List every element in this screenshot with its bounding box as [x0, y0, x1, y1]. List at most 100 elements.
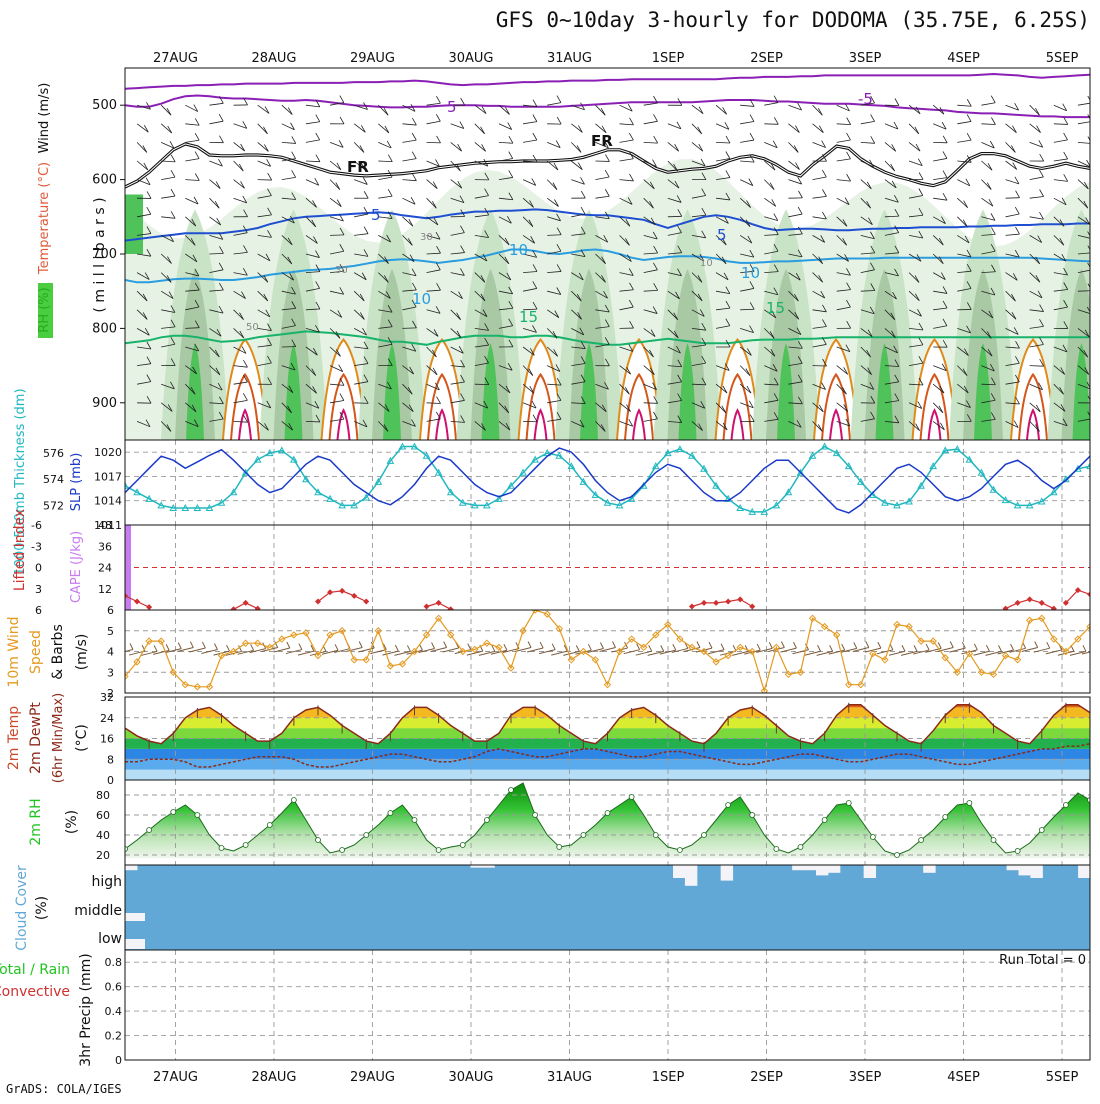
cloud-gap: [1078, 865, 1090, 878]
contour-label: 10: [700, 258, 713, 269]
ytick-precip: 0.6: [105, 981, 123, 994]
wind-barb-10m-flag: [468, 644, 471, 650]
wind-barb-10m-flag: [866, 642, 869, 648]
rh-point: [533, 813, 538, 818]
rh-point: [219, 846, 224, 851]
wind-barb-10m-flag: [781, 642, 784, 648]
wind-barb: [981, 384, 995, 385]
temp-band: [125, 770, 1090, 780]
cloud-gap: [1030, 865, 1042, 878]
rh-point: [436, 848, 441, 853]
wind-barb: [306, 421, 320, 422]
rh-point: [509, 788, 514, 793]
wind-barb-10m-flag: [1083, 645, 1086, 651]
rh-point: [653, 833, 658, 838]
rh-point: [267, 823, 272, 828]
axis-label-precip-total: Total / Rain: [0, 962, 70, 978]
wind-barb-10m-flag: [540, 642, 543, 648]
rh-point: [291, 798, 296, 803]
li-point: [737, 596, 743, 602]
cloud-label-high: high: [91, 874, 122, 890]
rh-point: [171, 810, 176, 815]
ytick-precip: 0: [115, 1054, 122, 1067]
ytick-wind: 4: [107, 646, 114, 659]
rh-point: [1039, 828, 1044, 833]
wind-barb-10m-flag: [1035, 642, 1038, 648]
rh-point: [1015, 849, 1020, 854]
wind-barb-10m-flag: [154, 645, 157, 651]
wind-barb-10m: [853, 648, 869, 652]
ytick-label: 500: [92, 98, 117, 113]
rh-point: [895, 853, 900, 858]
wind-barb-10m: [141, 651, 157, 655]
run-total: Run Total = 0: [999, 953, 1086, 968]
date-label-bottom: 30AUG: [448, 1070, 493, 1085]
date-label-top: 5SEP: [1046, 51, 1079, 66]
contour-label: 50: [246, 322, 259, 333]
temp-band: [125, 697, 1090, 707]
date-label-top: 1SEP: [652, 51, 685, 66]
rh-point: [967, 801, 972, 806]
axis-label-cloud-b: (%): [34, 896, 50, 920]
date-label-top: 3SEP: [849, 51, 882, 66]
wind-barb-10m-flag: [432, 643, 435, 649]
wind-barb-10m-flag: [335, 644, 338, 650]
contour-label: 30: [420, 232, 433, 243]
date-label-bottom: 29AUG: [350, 1070, 395, 1085]
wind-barb-10m-flag: [444, 642, 447, 648]
cloud-gap: [673, 865, 685, 878]
wind-barb-10m-flag: [721, 644, 724, 650]
axis-label-cape: CAPE (J/kg): [69, 531, 84, 603]
footer-credit: GrADS: COLA/IGES: [6, 1082, 122, 1096]
ytick-precip: 0.4: [105, 1005, 123, 1018]
rh-point: [460, 843, 465, 848]
axis-label-li: Lifted Index: [12, 509, 28, 591]
date-label-top: 30AUG: [448, 51, 493, 66]
cloud-gap: [804, 865, 816, 870]
series-Thickness: [125, 447, 1090, 512]
wind-barb-10m-flag: [757, 644, 760, 650]
ytick-precip: 0.8: [105, 956, 123, 969]
wind-barb-10m: [431, 648, 447, 652]
ytick-label: 900: [92, 396, 117, 411]
cloud-gap: [816, 865, 828, 875]
wind-barb-10m-flag: [504, 644, 507, 650]
cloud-gap: [864, 865, 876, 878]
li-plot: [122, 525, 1100, 612]
cloud-gap: [923, 865, 935, 873]
li-point: [725, 599, 731, 605]
wind-barb-10m: [624, 650, 640, 654]
contour-label: FR: [591, 132, 613, 150]
cloud-gap: [721, 865, 733, 881]
date-label-top: 4SEP: [947, 51, 980, 66]
contour-label: FR: [347, 158, 369, 176]
date-label-top: 31AUG: [547, 51, 592, 66]
wind-barb-10m-flag: [661, 645, 664, 651]
axis-label-temp-d: (°C): [74, 724, 90, 752]
wind-barb-10m-flag: [986, 645, 989, 651]
ytick-temp: 16: [100, 733, 114, 746]
li-point: [146, 604, 152, 610]
rh-point: [846, 801, 851, 806]
wind-barb-10m-flag: [588, 644, 591, 650]
wind-barb-10m-flag: [649, 645, 652, 651]
wind-barb-10m-flag: [576, 645, 579, 651]
rh-point: [581, 833, 586, 838]
date-label-top: 29AUG: [350, 51, 395, 66]
ytick-wind: 3: [107, 666, 114, 679]
ytick-wind: 5: [107, 625, 114, 638]
rh-plot: [123, 780, 1093, 865]
ytick-li: -3: [31, 540, 42, 553]
wind-barb-10m-flag: [178, 643, 181, 649]
date-label-top: 27AUG: [153, 51, 198, 66]
axis-label-precip-b: 3hr Precip (mm): [78, 953, 94, 1066]
rh-point: [629, 795, 634, 800]
wind-barb-10m-flag: [528, 642, 531, 648]
temp-band: [125, 749, 1090, 759]
wind-barb-10m-flag: [1011, 644, 1014, 650]
date-label-bottom: 3SEP: [849, 1070, 882, 1085]
rh-point: [388, 811, 393, 816]
ytick-right: 1014: [94, 495, 122, 508]
axis-label-cloud-a: Cloud Cover: [14, 865, 30, 951]
cloud-plot: [125, 865, 1091, 950]
